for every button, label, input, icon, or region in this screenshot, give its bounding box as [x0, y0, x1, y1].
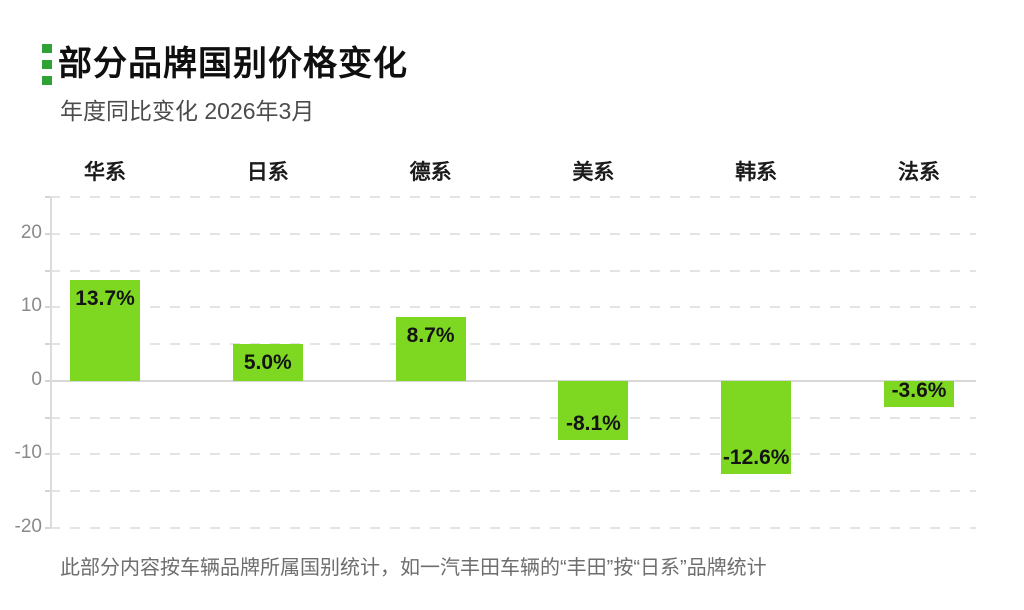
- y-axis-tick: [45, 232, 50, 235]
- y-axis-tick: [45, 269, 50, 272]
- footer-note: 此部分内容按车辆品牌所属国别统计，如一汽丰田车辆的“丰田”按“日系”品牌统计: [60, 557, 767, 579]
- y-axis-tick: [45, 453, 50, 456]
- bar-value-label: -12.6%: [722, 445, 790, 469]
- y-axis-tick: [45, 306, 50, 309]
- category-label: 美系: [572, 159, 615, 184]
- y-axis-tick: [45, 527, 50, 529]
- bar: -8.1%: [558, 380, 629, 441]
- gridline: [50, 416, 976, 419]
- bar: 5.0%: [232, 344, 303, 381]
- chart-title: 部分品牌国别价格变化: [58, 44, 408, 84]
- y-axis-tick: [45, 379, 50, 382]
- title-marker-icon: [42, 44, 52, 85]
- y-axis-tick: [45, 343, 50, 346]
- y-axis-line: [50, 197, 52, 528]
- gridline: [50, 527, 976, 529]
- bar-value-label: 8.7%: [406, 323, 455, 347]
- bar-value-label: -3.6%: [891, 379, 947, 403]
- y-axis-label: 20: [20, 221, 42, 243]
- y-axis-label: -10: [14, 442, 42, 464]
- category-label: 法系: [898, 159, 940, 184]
- y-axis-label: 10: [20, 295, 42, 317]
- bar: 8.7%: [395, 316, 466, 381]
- category-label: 韩系: [735, 159, 778, 184]
- bar: -12.6%: [721, 380, 792, 474]
- gridline: [50, 306, 976, 309]
- bar: -3.6%: [884, 379, 954, 408]
- category-label: 德系: [409, 159, 452, 184]
- bar-value-label: -8.1%: [565, 412, 621, 436]
- bar-value-label: 5.0%: [243, 351, 292, 375]
- gridline: [50, 196, 976, 198]
- category-label: 日系: [246, 159, 289, 184]
- y-axis-label: -20: [14, 516, 42, 537]
- category-label: 华系: [84, 159, 126, 184]
- y-axis-tick: [45, 490, 50, 493]
- gridline: [50, 453, 976, 456]
- gridline: [50, 269, 976, 272]
- gridline: [50, 490, 976, 493]
- y-axis-tick: [45, 196, 50, 198]
- gridline: [50, 343, 976, 346]
- bar: 13.7%: [70, 280, 140, 381]
- gridline: [50, 232, 976, 235]
- chart-subtitle: 年度同比变化 2026年3月: [60, 98, 315, 124]
- y-axis-tick: [45, 416, 50, 419]
- bar-value-label: 13.7%: [75, 287, 135, 311]
- y-axis-label: 0: [31, 368, 42, 390]
- zero-line: [50, 379, 976, 382]
